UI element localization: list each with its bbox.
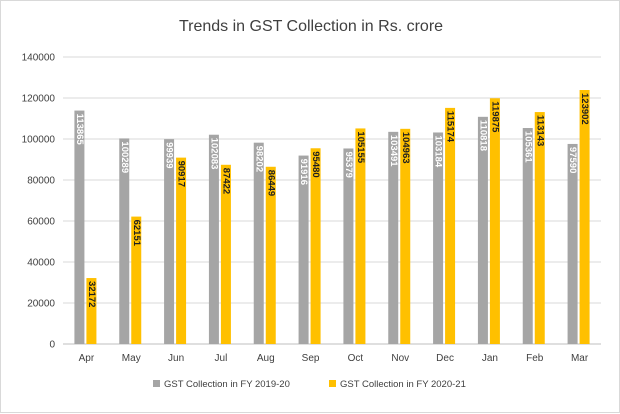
x-tick-label: Nov	[391, 353, 409, 364]
data-label: 110818	[477, 120, 488, 151]
bar	[164, 139, 175, 344]
x-tick-label: Feb	[526, 353, 544, 364]
x-tick-label: Apr	[79, 353, 95, 364]
legend-label: GST Collection in FY 2020-21	[340, 379, 466, 390]
bar	[265, 166, 276, 344]
y-tick-label: 20000	[27, 299, 55, 310]
bar	[74, 110, 85, 344]
data-label: 105361	[522, 131, 533, 163]
bar	[433, 132, 444, 344]
bar	[355, 128, 366, 344]
bar	[220, 164, 231, 344]
data-label: 104963	[400, 132, 411, 164]
legend-label: GST Collection in FY 2019-20	[164, 379, 290, 390]
data-label: 98202	[253, 146, 264, 172]
y-tick-label: 60000	[27, 217, 55, 228]
bar	[343, 148, 354, 344]
data-label: 103184	[433, 135, 444, 167]
y-tick-label: 120000	[22, 94, 56, 105]
bar	[400, 128, 411, 344]
bar	[253, 142, 264, 344]
data-label: 95379	[343, 151, 354, 177]
bar	[208, 134, 219, 344]
data-label: 95480	[310, 151, 321, 177]
bar	[176, 157, 187, 344]
bar	[489, 98, 500, 344]
data-label: 90917	[176, 161, 187, 187]
data-label: 102083	[208, 138, 219, 170]
y-tick-label: 40000	[27, 258, 55, 269]
data-label: 86449	[265, 170, 276, 196]
chart-title: Trends in GST Collection in Rs. crore	[179, 18, 443, 35]
bar	[119, 138, 130, 344]
y-tick-label: 0	[49, 340, 55, 351]
bar	[131, 216, 142, 344]
y-tick-label: 100000	[22, 135, 56, 146]
data-label: 91916	[298, 159, 309, 185]
x-tick-label: Jan	[482, 353, 498, 364]
bar	[534, 112, 545, 344]
bar	[567, 143, 578, 344]
data-label: 115174	[445, 111, 456, 143]
gridlines	[63, 56, 601, 345]
data-label: 113865	[74, 114, 85, 146]
bar	[477, 116, 488, 345]
data-label: 103491	[388, 135, 399, 167]
x-tick-label: Sep	[302, 353, 320, 364]
data-label: 62151	[131, 220, 142, 247]
legend: GST Collection in FY 2019-20 GST Collecti…	[153, 379, 466, 390]
data-label: 87422	[220, 168, 231, 194]
x-tick-label: Dec	[436, 353, 454, 364]
bar	[445, 107, 456, 344]
y-axis: 0 20000 40000 60000 80000 100000 120000 140000	[22, 53, 56, 351]
x-axis: Apr May Jun Jul Aug Sep Oct Nov Dec Jan Feb Mar	[79, 353, 589, 364]
bar	[522, 128, 533, 344]
legend-swatch	[329, 380, 336, 387]
bars	[74, 90, 590, 345]
x-tick-label: May	[122, 353, 141, 364]
data-label: 123902	[579, 93, 590, 125]
data-label: 113143	[534, 115, 545, 146]
data-label: 97590	[567, 147, 578, 173]
x-tick-label: Jul	[215, 353, 228, 364]
bar	[86, 278, 97, 344]
x-tick-label: Mar	[571, 353, 589, 364]
data-label: 99939	[164, 142, 175, 168]
bar	[579, 90, 590, 344]
data-label: 105155	[355, 131, 366, 163]
data-label: 100289	[119, 141, 130, 173]
data-label: 119875	[489, 101, 500, 133]
bar	[310, 148, 321, 344]
x-tick-label: Aug	[257, 353, 275, 364]
y-tick-label: 140000	[22, 53, 56, 64]
y-tick-label: 80000	[27, 176, 55, 187]
x-tick-label: Jun	[168, 353, 184, 364]
x-tick-label: Oct	[348, 353, 364, 364]
bar	[388, 131, 399, 344]
legend-swatch	[153, 380, 160, 387]
bar	[298, 155, 309, 344]
data-label: 32172	[86, 281, 97, 307]
